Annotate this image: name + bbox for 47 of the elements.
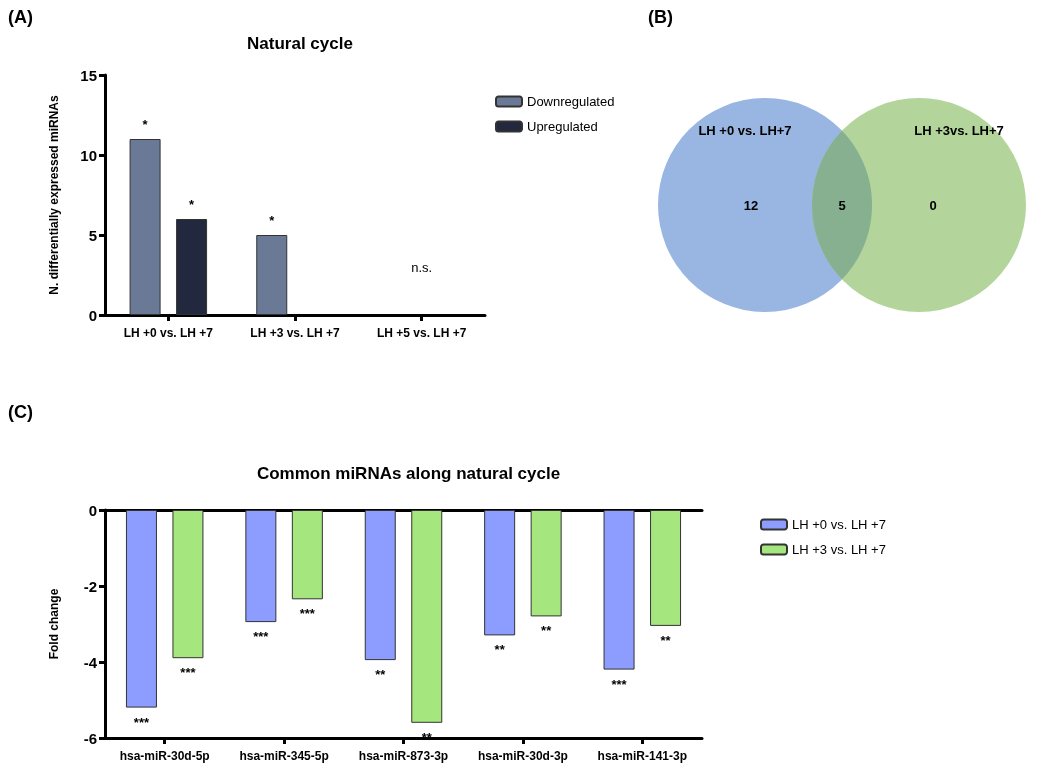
y-tick-label: 0 (88, 306, 97, 324)
data-label: 0 (929, 197, 937, 213)
legend-label: LH +0 vs. LH +7 (792, 517, 886, 532)
data-label: ** (660, 632, 672, 648)
y-tick-label: 5 (88, 226, 97, 244)
bar (176, 219, 208, 315)
data-label: *** (611, 676, 628, 692)
chart-title: Natural cycle (247, 34, 353, 53)
bar (129, 139, 161, 315)
data-label: *** (253, 629, 270, 645)
x-tick-label: LH +0 vs. LH +7 (123, 326, 214, 340)
y-tick-label: -6 (83, 729, 97, 747)
y-axis-title: Fold change (47, 588, 61, 660)
data-label: * (142, 117, 149, 132)
x-tick-label: LH +5 vs. LH +7 (376, 326, 467, 340)
data-label: *** (299, 606, 316, 622)
text: (C) (8, 402, 33, 422)
data-label: 12 (743, 197, 759, 213)
y-tick-label: 15 (80, 66, 97, 84)
x-tick-label: hsa-miR-30d-3p (477, 749, 568, 763)
data-label: ** (494, 642, 506, 658)
y-tick-label: 0 (88, 501, 97, 519)
x-tick-label: hsa-miR-30d-5p (119, 749, 210, 763)
bar (256, 235, 288, 315)
venn-diagram: LH +0 vs. LH+7 LH +3vs. LH+7 12 5 0 (658, 98, 1026, 312)
y-axis-title: N. differentially expressed miRNAs (47, 94, 61, 295)
legend-label: Downregulated (527, 94, 615, 109)
y-tick-label: -4 (83, 653, 98, 671)
x-tick-label: hsa-miR-141-3p (597, 749, 687, 763)
legend-label: LH +3 vs. LH +7 (792, 542, 886, 557)
data-label: * (189, 197, 196, 212)
data-label: *** (180, 665, 197, 681)
y-tick-label: -2 (83, 577, 97, 595)
x-tick-label: hsa-miR-345-5p (239, 749, 329, 763)
y-tick-label: 10 (80, 146, 97, 164)
data-label: ** (375, 667, 387, 683)
data-label: *** (133, 714, 150, 730)
data-label: 5 (838, 197, 846, 213)
data-label: * (269, 213, 276, 228)
text: (B) (648, 7, 673, 27)
chart-title: Common miRNAs along natural cycle (256, 464, 561, 483)
legend-label: Upregulated (527, 119, 598, 134)
x-tick-label: hsa-miR-873-3p (358, 749, 449, 763)
data-label: ** (541, 623, 553, 639)
x-tick-label: LH +3 vs. LH +7 (250, 326, 341, 340)
text: (A) (8, 7, 33, 27)
annotation: n.s. (411, 259, 433, 275)
